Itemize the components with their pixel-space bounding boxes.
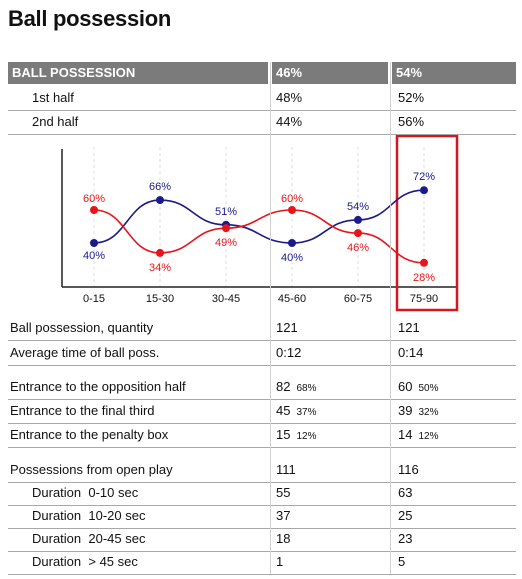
team1-value: 15 12%	[276, 427, 316, 442]
data-label: 40%	[281, 252, 303, 264]
row-label: Ball possession, quantity	[10, 320, 154, 335]
data-point	[288, 206, 296, 214]
team1-value: 48%	[276, 90, 303, 105]
row-divider	[8, 505, 516, 506]
data-label: 60%	[281, 193, 303, 205]
team2-value: 14 12%	[398, 427, 438, 442]
row-label: 1st half	[32, 90, 74, 105]
team1-value: 37	[276, 508, 291, 523]
team2-value: 5	[398, 554, 406, 569]
x-tick-label: 60-75	[344, 293, 372, 305]
highlight-box	[395, 135, 459, 312]
series-line	[93, 189, 425, 244]
team1-value: 82 68%	[276, 379, 316, 394]
column-divider	[390, 62, 391, 574]
team2-value: 25	[398, 508, 413, 523]
row-label: Duration 10-20 sec	[32, 508, 146, 523]
row-divider	[8, 423, 516, 424]
header-label: BALL POSSESSION	[8, 62, 268, 84]
row-label: Duration 20-45 sec	[32, 531, 146, 546]
data-point	[420, 258, 428, 267]
data-point	[222, 224, 230, 233]
row-divider	[8, 340, 516, 341]
team2-value: 60 50%	[398, 379, 438, 394]
team2-value: 52%	[398, 90, 425, 105]
team2-count: 39	[398, 403, 413, 418]
data-point	[90, 239, 98, 247]
column-divider	[270, 62, 271, 574]
row-divider	[8, 482, 516, 483]
series-line	[93, 209, 425, 264]
data-label: 72%	[413, 171, 435, 183]
x-tick-label: 15-30	[146, 293, 174, 305]
row-divider	[8, 447, 516, 448]
team1-value: 44%	[276, 114, 303, 129]
team2-value: 39 32%	[398, 403, 438, 418]
team2-percent: 50%	[418, 383, 439, 394]
row-divider	[8, 365, 516, 366]
page-title: Ball possession	[8, 6, 172, 31]
team2-value: 56%	[398, 114, 425, 129]
team2-value: 63	[398, 485, 413, 500]
row-divider	[8, 551, 516, 552]
team2-percent: 12%	[418, 431, 439, 442]
row-label: Entrance to the final third	[10, 403, 155, 418]
team1-value: 55	[276, 485, 291, 500]
row-label: Duration > 45 sec	[32, 554, 138, 569]
x-tick-label: 75-90	[410, 293, 438, 305]
data-label: 49%	[215, 237, 237, 249]
data-label: 40%	[83, 250, 105, 262]
team1-percent: 12%	[296, 431, 317, 442]
team1-count: 45	[276, 403, 291, 418]
team1-value: 121	[276, 320, 298, 335]
data-label: 46%	[347, 242, 369, 254]
row-label: Entrance to the penalty box	[10, 427, 169, 442]
row-divider	[8, 399, 516, 400]
team2-percent: 32%	[418, 407, 439, 418]
team1-value: 45 37%	[276, 403, 316, 418]
team1-count: 82	[276, 379, 291, 394]
data-label: 54%	[347, 201, 369, 213]
data-label: 28%	[413, 272, 435, 284]
team2-value: 116	[398, 462, 419, 477]
data-point	[354, 215, 362, 224]
team1-count: 15	[276, 427, 291, 442]
data-label: 51%	[215, 206, 237, 218]
team1-percent: 68%	[296, 383, 317, 394]
data-label: 60%	[83, 193, 105, 205]
team2-value: 0:14	[398, 345, 424, 360]
row-divider	[8, 110, 516, 111]
data-point	[156, 248, 164, 257]
x-tick-label: 30-45	[212, 293, 240, 305]
team2-value: 23	[398, 531, 413, 546]
team1-value: 0:12	[276, 345, 302, 360]
team2-count: 14	[398, 427, 413, 442]
x-tick-label: 0-15	[83, 293, 105, 305]
row-label: Average time of ball poss.	[10, 345, 160, 360]
row-divider	[8, 134, 516, 135]
data-point	[420, 186, 428, 195]
data-point	[156, 196, 164, 205]
header-team2: 54%	[392, 62, 516, 84]
row-label: Possessions from open play	[10, 462, 173, 477]
data-point	[90, 206, 98, 214]
header-team1: 46%	[272, 62, 388, 84]
row-label: 2nd half	[32, 114, 79, 129]
team2-count: 60	[398, 379, 413, 394]
row-label: Duration 0-10 sec	[32, 485, 139, 500]
team1-value: 111	[276, 462, 296, 477]
data-point	[288, 239, 296, 247]
row-divider	[8, 574, 516, 575]
team1-value: 1	[276, 554, 284, 569]
possession-chart: 40% 66% 51% 40% 54% 72% 60% 34% 49% 60% 46% 28% 0-15…	[61, 135, 459, 312]
team1-percent: 37%	[296, 407, 317, 418]
team2-value: 121	[398, 320, 420, 335]
x-tick-label: 45-60	[278, 293, 306, 305]
data-label: 66%	[149, 181, 171, 193]
row-label: Entrance to the opposition half	[10, 379, 186, 394]
data-point	[354, 229, 362, 238]
row-divider	[8, 528, 516, 529]
data-label: 34%	[149, 262, 171, 274]
team1-value: 18	[276, 531, 291, 546]
